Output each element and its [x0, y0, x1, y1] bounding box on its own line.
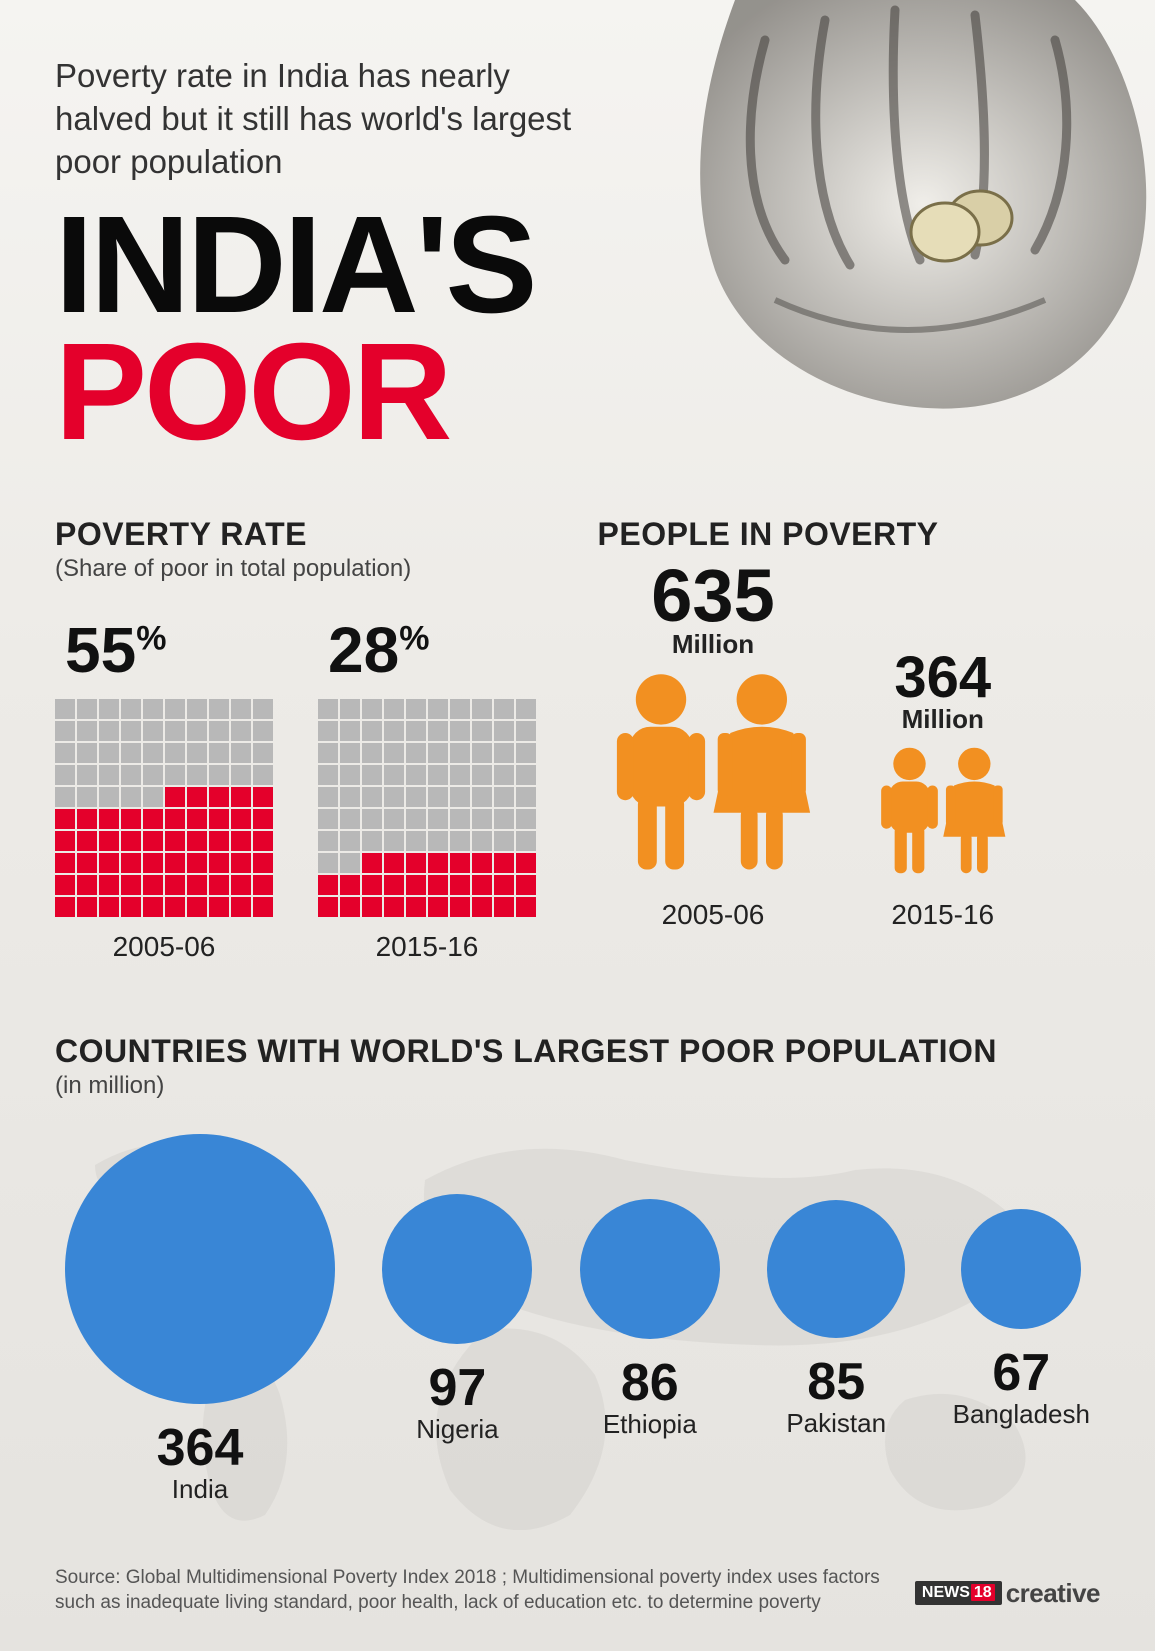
people-column: 364Million 2015-16	[869, 652, 1018, 931]
bubble-country: India	[172, 1474, 228, 1505]
waffle-column: 55% 2005-06	[55, 613, 273, 963]
poverty-rate-sub: (Share of poor in total population)	[55, 555, 558, 583]
bubble-country: Bangladesh	[953, 1399, 1090, 1430]
bubble-item: 85Pakistan	[767, 1200, 905, 1439]
bubbles-container: 364India 97Nigeria 86Ethiopia 85Pakistan 67B…	[55, 1110, 1100, 1530]
bubble-value: 364	[157, 1422, 244, 1474]
year-label: 2005-06	[55, 931, 273, 963]
bubble-circle	[767, 1200, 905, 1338]
people-column: 635Million 2005-06	[598, 563, 829, 932]
logo-num: 18	[971, 1584, 995, 1601]
logo-badge: NEWS18	[915, 1581, 1002, 1605]
stats-row: POVERTY RATE (Share of poor in total pop…	[55, 516, 1100, 963]
year-label: 2005-06	[598, 899, 829, 931]
bubble-item: 67Bangladesh	[953, 1209, 1090, 1430]
people-value: 635	[598, 563, 829, 630]
percent-value: 28%	[328, 613, 536, 687]
people-heading: PEOPLE IN POVERTY	[598, 516, 1101, 553]
logo-brand: NEWS	[922, 1584, 970, 1601]
waffle-grid	[55, 699, 273, 917]
bubble-value: 97	[428, 1362, 486, 1414]
people-value: 364	[869, 652, 1018, 704]
people-pair: 635Million 2005-06364Million	[598, 563, 1101, 932]
source-text: Source: Global Multidimensional Poverty …	[55, 1565, 895, 1616]
bubble-value: 86	[621, 1357, 679, 1409]
bubble-circle	[961, 1209, 1081, 1329]
year-label: 2015-16	[318, 931, 536, 963]
bubble-country: Nigeria	[416, 1414, 498, 1445]
people-block: PEOPLE IN POVERTY 635Million 2005-06364M…	[598, 516, 1101, 963]
bubble-circle	[580, 1199, 720, 1339]
hands-illustration	[645, 0, 1155, 450]
bubble-value: 85	[807, 1356, 865, 1408]
waffle-pair: 55% 2005-06 28% 2015-16	[55, 613, 558, 963]
bubble-value: 67	[992, 1347, 1050, 1399]
bubble-country: Ethiopia	[603, 1409, 697, 1440]
poverty-rate-block: POVERTY RATE (Share of poor in total pop…	[55, 516, 558, 963]
waffle-grid	[318, 699, 536, 917]
people-unit: Million	[869, 704, 1018, 735]
bubble-circle	[65, 1134, 335, 1404]
waffle-column: 28% 2015-16	[318, 613, 536, 963]
bubble-item: 86Ethiopia	[580, 1199, 720, 1440]
bubbles-heading: COUNTRIES WITH WORLD'S LARGEST POOR POPU…	[55, 1033, 1100, 1070]
bubbles-sub: (in million)	[55, 1072, 1100, 1100]
subtitle: Poverty rate in India has nearly halved …	[55, 55, 595, 184]
bubble-circle	[382, 1194, 532, 1344]
bubble-chart: 364India 97Nigeria 86Ethiopia 85Pakistan 67B…	[55, 1110, 1100, 1530]
year-label: 2015-16	[869, 899, 1018, 931]
people-icon	[869, 745, 1018, 880]
people-icon	[598, 670, 829, 880]
percent-value: 55%	[65, 613, 273, 687]
bubble-item: 364India	[65, 1134, 335, 1505]
bubble-item: 97Nigeria	[382, 1194, 532, 1445]
people-unit: Million	[598, 629, 829, 660]
poverty-rate-heading: POVERTY RATE	[55, 516, 558, 553]
infographic-page: Poverty rate in India has nearly halved …	[0, 0, 1155, 1651]
bubble-country: Pakistan	[786, 1408, 886, 1439]
